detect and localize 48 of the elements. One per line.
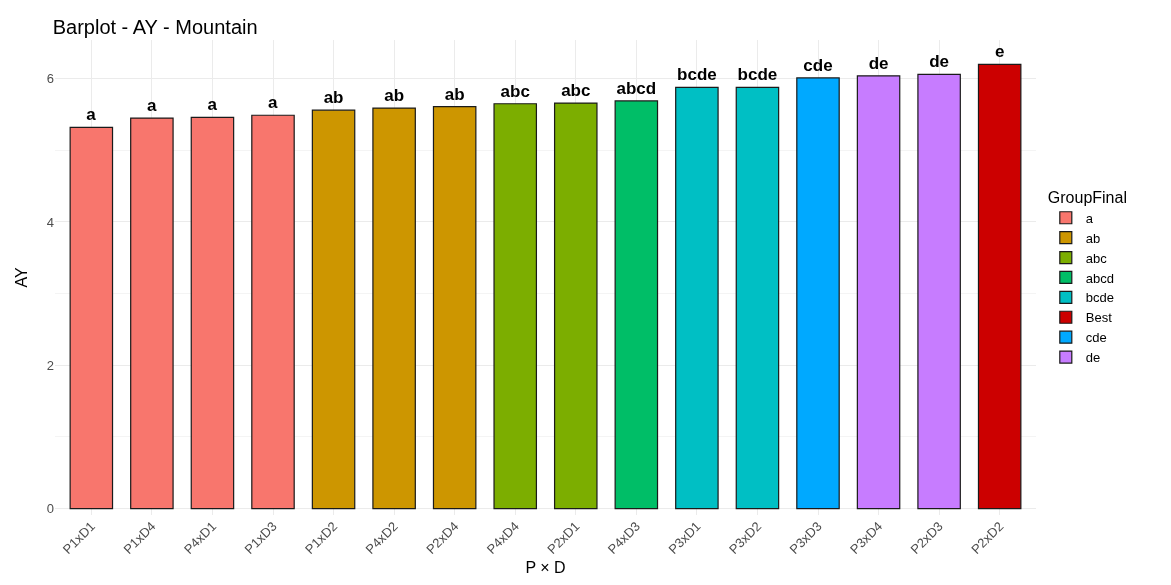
data-label: bcde: [737, 65, 778, 85]
legend-label: abc: [1085, 250, 1108, 266]
data-label: a: [207, 95, 218, 115]
data-label: cde: [803, 55, 833, 75]
bar: [614, 100, 659, 510]
legend-label: ab: [1085, 230, 1101, 246]
bar: [311, 109, 356, 510]
data-label: abc: [500, 81, 530, 101]
data-label: ab: [384, 86, 405, 106]
bar: [553, 102, 598, 510]
x-axis-title: P × D: [525, 558, 566, 576]
data-label: de: [929, 52, 950, 72]
y-tick-label: 2: [46, 357, 54, 373]
data-label: a: [86, 105, 97, 125]
bar: [432, 106, 477, 510]
bar: [130, 117, 174, 510]
data-label: abc: [561, 81, 591, 101]
data-label: ab: [323, 88, 344, 108]
data-label: a: [146, 96, 157, 116]
legend-title: GroupFinal: [1047, 188, 1127, 206]
bar: [372, 107, 416, 510]
legend-label: Best: [1085, 310, 1113, 326]
data-label: abcd: [616, 78, 657, 98]
bar: [251, 114, 295, 510]
legend-label: cde: [1085, 330, 1107, 346]
data-label: bcde: [677, 65, 717, 85]
legend-label: abcd: [1085, 270, 1115, 286]
bar: [735, 86, 780, 510]
bar: [977, 63, 1022, 510]
y-tick-label: 4: [46, 214, 54, 230]
bar: [493, 103, 538, 510]
legend-label: bcde: [1085, 290, 1115, 306]
data-label: e: [994, 42, 1005, 62]
data-label: de: [868, 53, 889, 73]
y-tick-label: 6: [46, 71, 54, 87]
bar: [856, 75, 901, 510]
y-axis-title: AY: [12, 267, 30, 288]
bar: [190, 116, 235, 510]
data-label: a: [268, 93, 278, 113]
bar: [69, 126, 114, 510]
bar: [796, 77, 840, 510]
chart-title: Barplot - AY - Mountain: [52, 16, 258, 39]
legend-label: de: [1085, 350, 1101, 366]
bar: [675, 86, 719, 510]
legend-label: a: [1085, 210, 1094, 226]
y-tick-label: 0: [46, 501, 54, 517]
data-label: ab: [444, 84, 465, 104]
bar: [917, 73, 961, 510]
